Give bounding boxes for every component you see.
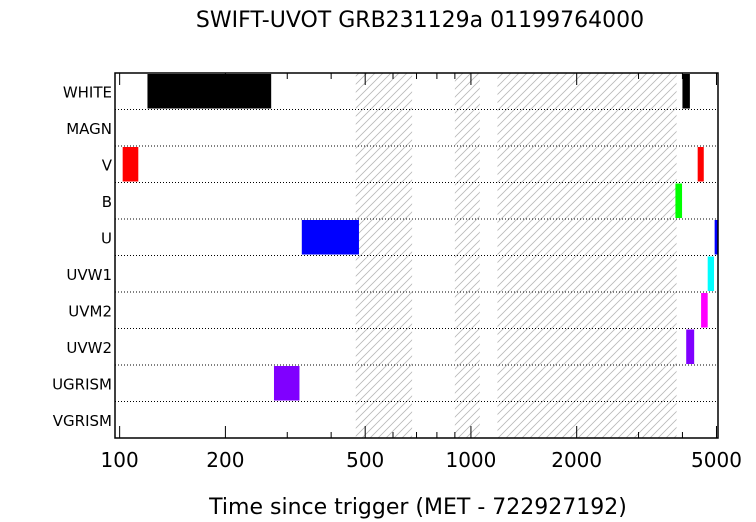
row-label-uvm2: UVM2 (68, 302, 112, 320)
row-label-uvw2: UVW2 (66, 339, 112, 357)
exposure-white (147, 74, 272, 109)
row-label-vgrism: VGRISM (53, 412, 112, 430)
hatched-interval-0 (355, 73, 413, 438)
x-tick-label: 200 (206, 448, 244, 472)
row-label-magn: MAGN (66, 120, 112, 138)
exposure-ugrism (273, 366, 300, 401)
x-tick-label: 1000 (445, 448, 496, 472)
exposure-uvw1 (707, 256, 715, 291)
row-label-b: B (102, 193, 112, 211)
exposure-uvw2 (686, 329, 695, 364)
row-label-v: V (102, 156, 113, 174)
x-tick-label: 500 (346, 448, 384, 472)
row-label-u: U (101, 229, 112, 247)
x-tick-label: 5000 (691, 448, 742, 472)
x-tick-label: 2000 (551, 448, 602, 472)
x-tick-label: 100 (101, 448, 139, 472)
exposure-white (682, 74, 690, 109)
plot-area: WHITE MAGN V BU UVW1 UVM2 UVW2 UGRISM VGRISM 100 2… (52, 72, 742, 472)
row-label-white: WHITE (63, 83, 112, 101)
exposure-b (675, 183, 683, 218)
exposure-uvm2 (701, 293, 708, 328)
exposure-v (122, 147, 139, 182)
chart-title: SWIFT-UVOT GRB231129a 01199764000 (196, 8, 644, 33)
hatched-interval-1 (454, 73, 480, 438)
row-label-uvw1: UVW1 (66, 266, 112, 284)
x-axis-label: Time since trigger (MET - 722927192) (208, 495, 627, 520)
exposure-u (714, 220, 718, 255)
exposure-u (301, 220, 359, 255)
exposure-v (697, 147, 704, 182)
row-label-ugrism: UGRISM (52, 375, 112, 393)
